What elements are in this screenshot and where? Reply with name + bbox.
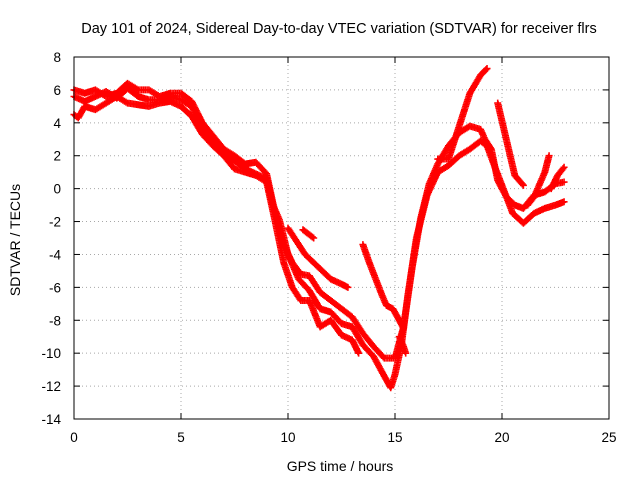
series-3 [70,92,363,357]
y-tick-label: -2 [49,215,61,230]
data-points [70,65,568,392]
y-axis-label: SDTVAR / TECUs [7,184,23,296]
y-tick-label: -10 [41,346,61,361]
marker [308,233,316,241]
marker [518,180,526,188]
data-point [310,234,318,242]
series-11 [547,163,568,193]
series-9 [494,99,527,189]
data-point [560,198,568,206]
marker [133,85,141,93]
y-tick-label: 6 [53,83,61,98]
marker [486,144,494,152]
data-point [344,283,352,291]
data-point [519,181,527,189]
y-tick-label: -12 [41,379,61,394]
x-tick-label: 0 [70,430,78,445]
y-tick-label: 0 [53,182,61,197]
x-tick-label: 20 [494,430,509,445]
grid [74,57,609,419]
y-tick-label: 2 [53,149,61,164]
y-tick-label: -8 [49,313,61,328]
series-7 [395,333,410,357]
series-4 [284,224,352,291]
data-point [400,325,408,332]
series-2 [70,79,568,362]
y-tick-label: 8 [53,50,61,65]
y-tick-label: -14 [41,412,61,427]
series-5 [299,226,318,242]
marker [482,66,490,74]
series-6 [359,241,408,332]
x-tick-label: 10 [280,430,295,445]
series-10 [524,152,553,209]
marker [559,165,567,173]
y-tick-label: -6 [49,280,61,295]
x-tick-label: 25 [601,430,616,445]
series-1 [70,84,568,392]
data-point [402,349,410,357]
x-tick-label: 5 [177,430,185,445]
data-point [355,349,363,357]
x-tick-label: 15 [387,430,402,445]
data-point [545,152,553,160]
y-tick-label: -4 [49,247,61,262]
data-point [560,163,568,171]
y-tick-label: 4 [53,116,61,131]
axis-ticks [73,56,610,420]
chart-title: Day 101 of 2024, Sidereal Day-to-day VTE… [81,21,596,37]
data-point [560,178,568,186]
plot-frame [73,56,610,420]
series-8 [434,65,491,163]
data-point [483,65,491,73]
tick-labels: 0 5 10 15 20 25 -14 -12 -10 -8 -6 -4 -2 0 2 4 6 8 [41,50,616,445]
x-axis-label: GPS time / hours [287,458,394,474]
